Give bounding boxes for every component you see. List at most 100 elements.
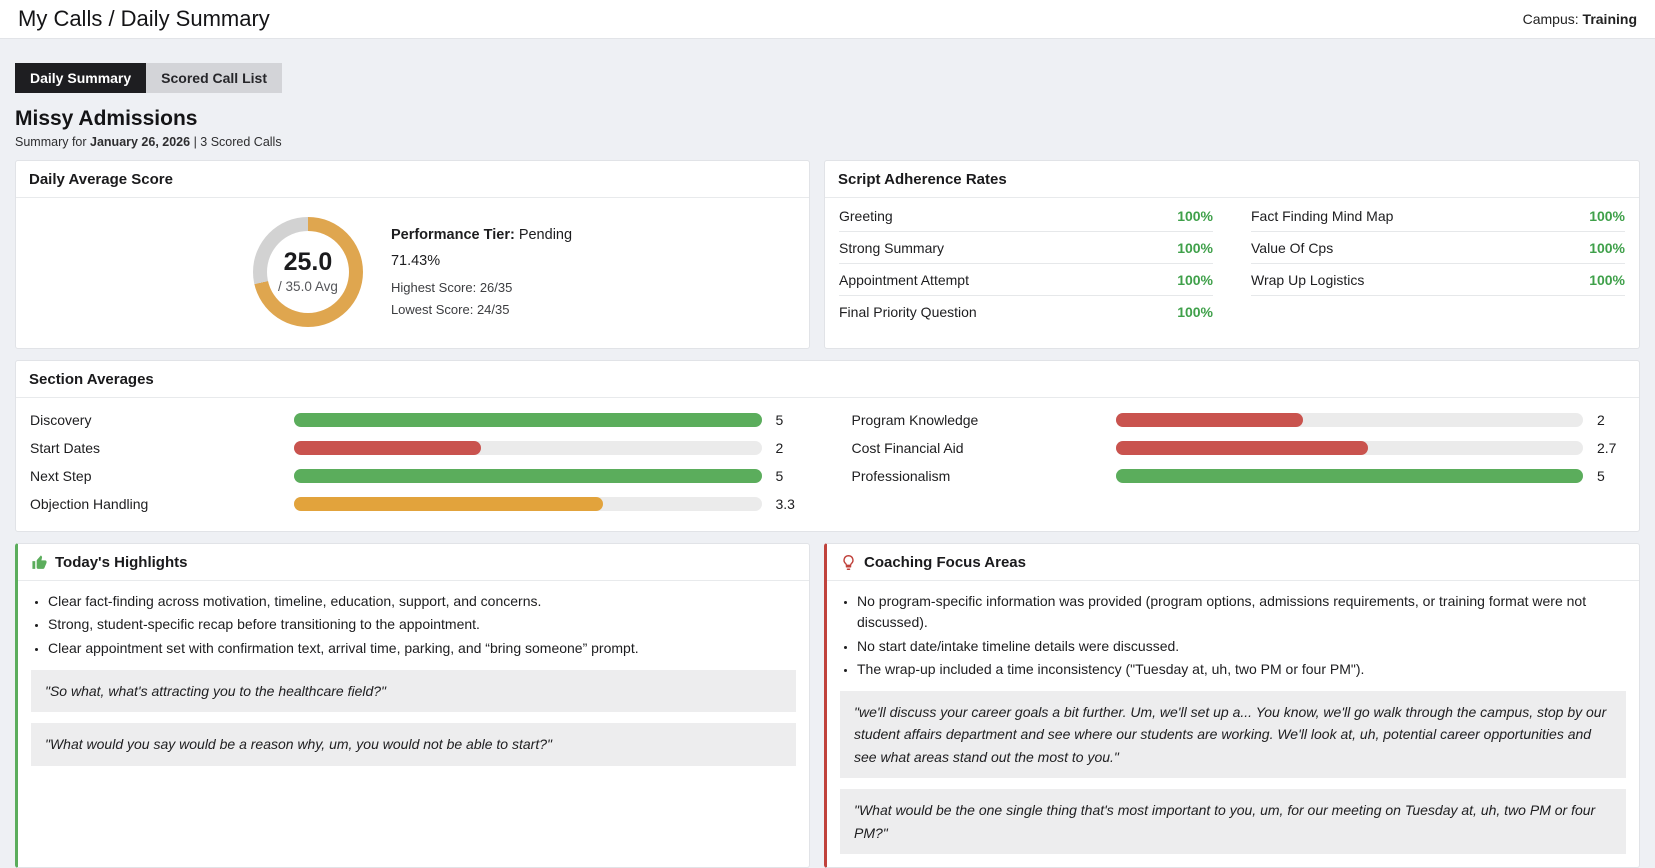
- thumbs-up-icon: [31, 554, 48, 571]
- adherence-label: Greeting: [839, 208, 893, 224]
- adherence-value: 100%: [1589, 240, 1625, 256]
- section-label: Cost Financial Aid: [851, 440, 964, 456]
- section-label: Discovery: [30, 412, 92, 428]
- adherence-value: 100%: [1589, 208, 1625, 224]
- bullet-item: No start date/intake timeline details we…: [857, 636, 1625, 657]
- tab-bar: Daily Summary Scored Call List: [15, 63, 1640, 93]
- lightbulb-icon: [840, 554, 857, 571]
- score-donut-center: 25.0 / 35.0 Avg: [266, 231, 349, 313]
- adherence-value: 100%: [1589, 272, 1625, 288]
- adherence-label: Final Priority Question: [839, 304, 977, 320]
- coaching-focus-areas-card: Coaching Focus Areas No program-specific…: [824, 543, 1640, 868]
- quote-block: "What would you say would be a reason wh…: [31, 723, 796, 766]
- campus-indicator: Campus: Training: [1523, 11, 1637, 27]
- section-bar-fill: [294, 497, 603, 511]
- script-adherence-card: Script Adherence Rates Greeting 100% Stron…: [824, 160, 1640, 349]
- section-bar: [294, 413, 762, 427]
- tab-scored-call-list[interactable]: Scored Call List: [146, 63, 282, 93]
- adherence-label: Fact Finding Mind Map: [1251, 208, 1394, 224]
- performance-tier: Performance Tier: Pending: [391, 225, 572, 246]
- bullet-item: Clear fact-finding across motivation, ti…: [48, 591, 795, 612]
- adherence-value: 100%: [1177, 304, 1213, 320]
- adherence-column-left: Greeting 100% Strong Summary 100% Appointmen…: [839, 200, 1213, 327]
- summary-prefix: Summary for: [15, 135, 91, 149]
- section-average-row: Cost Financial Aid 2.7: [852, 434, 1626, 462]
- highest-score: Highest Score: 26/35: [390, 279, 513, 295]
- score-donut: 25.0 / 35.0 Avg: [252, 217, 363, 327]
- section-average-row: Discovery 5: [30, 406, 804, 434]
- section-averages-card: Section Averages Discovery 5 Start Dates 2 N…: [15, 360, 1640, 532]
- daily-average-score-card: Daily Average Score 25.0 / 35.0 Avg Perf…: [15, 160, 810, 349]
- highlights-quotes: "So what, what's attracting you to the h…: [18, 669, 809, 779]
- section-averages-grid: Discovery 5 Start Dates 2 Next Step 5 Objectio…: [16, 398, 1639, 531]
- score-percentage: 71.43%: [390, 252, 441, 269]
- todays-highlights-card: Today's Highlights Clear fact-finding ac…: [15, 543, 810, 868]
- tab-daily-summary[interactable]: Daily Summary: [15, 63, 147, 93]
- section-bar: [1115, 469, 1583, 483]
- card-title: Today's Highlights: [55, 554, 188, 571]
- adherence-value: 100%: [1177, 240, 1213, 256]
- card-header: Section Averages: [16, 361, 1639, 398]
- section-average-row: Program Knowledge 2: [852, 406, 1626, 434]
- average-score-value: 25.0: [283, 248, 333, 276]
- section-value: 5: [775, 412, 784, 428]
- adherence-grid: Greeting 100% Strong Summary 100% Appointmen…: [825, 198, 1639, 337]
- card-title: Daily Average Score: [29, 171, 173, 188]
- section-averages-row: Section Averages Discovery 5 Start Dates 2 N…: [15, 360, 1640, 532]
- section-averages-column-left: Discovery 5 Start Dates 2 Next Step 5 Objectio…: [30, 406, 804, 518]
- coaching-bullet-list: No program-specific information was prov…: [827, 591, 1639, 680]
- adherence-column-right: Fact Finding Mind Map 100% Value Of Cps 100…: [1251, 200, 1625, 327]
- quote-block: "What would be the one single thing that…: [840, 789, 1626, 855]
- section-label: Professionalism: [851, 468, 951, 484]
- adherence-row: Strong Summary 100%: [839, 232, 1213, 264]
- section-average-row: Start Dates 2: [30, 434, 804, 462]
- bottom-cards-row: Today's Highlights Clear fact-finding ac…: [15, 543, 1640, 868]
- highlights-bullet-list: Clear fact-finding across motivation, ti…: [18, 591, 809, 659]
- quote-block: "So what, what's attracting you to the h…: [31, 669, 796, 713]
- performance-tier-label: Performance Tier:: [390, 226, 515, 243]
- bullet-item: Clear appointment set with confirmation …: [48, 638, 795, 659]
- section-average-row: Objection Handling 3.3: [30, 490, 804, 518]
- lowest-score: Lowest Score: 24/35: [390, 301, 510, 317]
- section-value: 5: [775, 468, 784, 484]
- section-bar-fill: [1115, 413, 1303, 427]
- summary-subline: Summary for January 26, 2026 | 3 Scored …: [15, 135, 1640, 149]
- adherence-value: 100%: [1177, 208, 1213, 224]
- section-bar-fill: [294, 413, 762, 427]
- section-bar: [294, 441, 762, 455]
- card-title: Script Adherence Rates: [838, 171, 1007, 188]
- adherence-row: Final Priority Question 100%: [839, 296, 1213, 327]
- top-bar: My Calls / Daily Summary Campus: Trainin…: [0, 0, 1655, 39]
- card-title: Coaching Focus Areas: [864, 554, 1026, 571]
- quote-block: "we'll discuss your career goals a bit f…: [840, 691, 1626, 779]
- adherence-label: Wrap Up Logistics: [1251, 272, 1365, 288]
- daily-average-body: 25.0 / 35.0 Avg Performance Tier: Pendin…: [16, 198, 809, 348]
- summary-date: January 26, 2026: [90, 135, 191, 149]
- performance-tier-value: Pending: [514, 226, 573, 243]
- card-header: Today's Highlights: [18, 544, 809, 581]
- adherence-label: Value Of Cps: [1251, 240, 1334, 256]
- section-averages-column-right: Program Knowledge 2 Cost Financial Aid 2.7 P…: [852, 406, 1626, 518]
- score-details: Performance Tier: Pending 71.43% Highest…: [391, 225, 572, 320]
- bullet-item: Strong, student-specific recap before tr…: [48, 614, 795, 635]
- adherence-row: Value Of Cps 100%: [1251, 232, 1625, 264]
- adherence-label: Strong Summary: [839, 240, 945, 256]
- section-value: 3.3: [775, 496, 795, 512]
- adherence-row: Appointment Attempt 100%: [839, 264, 1213, 296]
- campus-label: Campus:: [1522, 11, 1579, 27]
- section-bar: [294, 497, 762, 511]
- section-label: Start Dates: [30, 440, 101, 456]
- section-bar-fill: [1115, 441, 1368, 455]
- section-label: Program Knowledge: [851, 412, 979, 428]
- section-label: Objection Handling: [30, 496, 149, 512]
- section-average-row: Next Step 5: [30, 462, 804, 490]
- adherence-label: Appointment Attempt: [839, 272, 969, 288]
- person-name: Missy Admissions: [15, 107, 198, 130]
- coaching-quotes: "we'll discuss your career goals a bit f…: [827, 691, 1639, 867]
- adherence-value: 100%: [1177, 272, 1213, 288]
- summary-suffix: | 3 Scored Calls: [190, 135, 282, 149]
- adherence-row: Wrap Up Logistics 100%: [1251, 264, 1625, 296]
- section-value: 2: [1597, 412, 1605, 428]
- page-title: My Calls / Daily Summary: [18, 6, 270, 31]
- section-label: Next Step: [30, 468, 92, 484]
